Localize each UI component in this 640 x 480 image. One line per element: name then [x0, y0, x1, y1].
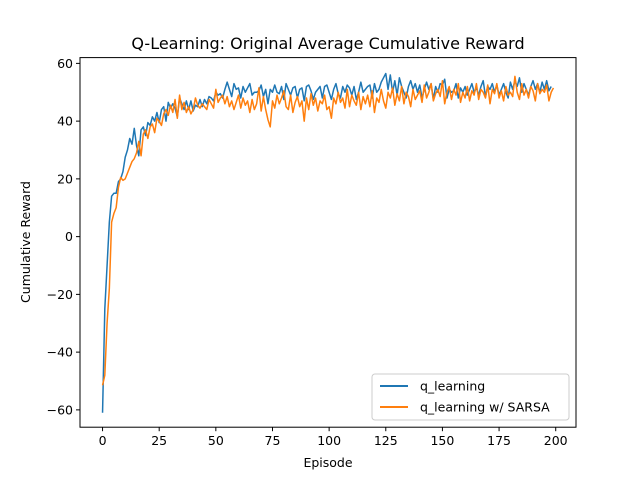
legend-box — [371, 373, 570, 421]
legend-label-q-learning: q_learning — [420, 379, 485, 394]
y-tick-label: −60 — [47, 402, 73, 417]
plot-lines — [101, 72, 555, 413]
legend: q_learning q_learning w/ SARSA — [371, 373, 570, 421]
x-tick-label: 75 — [265, 433, 281, 448]
x-axis-label: Episode — [303, 455, 352, 470]
x-tick-label: 200 — [544, 433, 568, 448]
y-tick-label: 60 — [57, 56, 73, 71]
legend-label-q-learning-sarsa: q_learning w/ SARSA — [420, 400, 550, 415]
x-tick-label: 25 — [151, 433, 167, 448]
y-tick-label: −40 — [47, 345, 73, 360]
chart-title: Q-Learning: Original Average Cumulative … — [131, 34, 524, 53]
x-tick-label: 175 — [487, 433, 511, 448]
y-tick-label: 40 — [57, 114, 73, 129]
series-line-1 — [101, 75, 555, 386]
y-axis-label: Cumulative Reward — [18, 181, 33, 303]
y-tick-label: −20 — [47, 287, 73, 302]
x-tick-label: 0 — [99, 433, 107, 448]
plot-frame — [79, 57, 577, 428]
y-axis-ticks: −60 −40 −20 0 20 40 60 — [47, 56, 80, 417]
x-tick-label: 100 — [317, 433, 341, 448]
x-tick-label: 50 — [208, 433, 224, 448]
y-tick-label: 20 — [57, 171, 73, 186]
x-tick-label: 125 — [374, 433, 398, 448]
x-tick-label: 150 — [430, 433, 454, 448]
x-axis-ticks: 0 25 50 75 100 125 150 175 200 — [99, 427, 568, 448]
y-tick-label: 0 — [65, 229, 73, 244]
